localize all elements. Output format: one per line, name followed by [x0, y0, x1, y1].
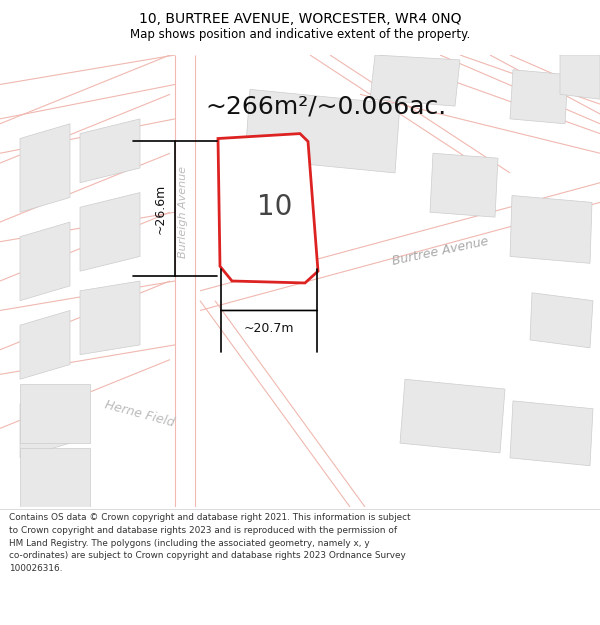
Polygon shape — [400, 379, 505, 453]
Text: Burtree Avenue: Burtree Avenue — [391, 235, 490, 268]
Text: Map shows position and indicative extent of the property.: Map shows position and indicative extent… — [130, 28, 470, 41]
Text: ~20.7m: ~20.7m — [244, 322, 294, 335]
Polygon shape — [20, 384, 90, 443]
Text: 10: 10 — [257, 193, 293, 221]
Polygon shape — [80, 192, 140, 271]
Text: Herne Field: Herne Field — [104, 398, 176, 429]
Polygon shape — [20, 124, 70, 212]
Polygon shape — [218, 134, 318, 283]
Polygon shape — [530, 292, 593, 348]
Polygon shape — [560, 55, 600, 99]
Text: ~266m²/~0.066ac.: ~266m²/~0.066ac. — [205, 94, 446, 118]
Polygon shape — [20, 389, 70, 458]
Polygon shape — [430, 153, 498, 217]
Polygon shape — [510, 196, 592, 263]
Polygon shape — [510, 70, 568, 124]
Polygon shape — [80, 119, 140, 182]
Polygon shape — [245, 89, 400, 173]
Polygon shape — [80, 281, 140, 355]
Polygon shape — [20, 311, 70, 379]
Polygon shape — [20, 222, 70, 301]
Polygon shape — [510, 401, 593, 466]
Text: ~26.6m: ~26.6m — [154, 184, 167, 234]
Text: 10, BURTREE AVENUE, WORCESTER, WR4 0NQ: 10, BURTREE AVENUE, WORCESTER, WR4 0NQ — [139, 12, 461, 26]
Text: Contains OS data © Crown copyright and database right 2021. This information is : Contains OS data © Crown copyright and d… — [9, 513, 410, 573]
Polygon shape — [370, 55, 460, 106]
Polygon shape — [20, 448, 90, 507]
Text: Burleigh Avenue: Burleigh Avenue — [178, 166, 188, 258]
